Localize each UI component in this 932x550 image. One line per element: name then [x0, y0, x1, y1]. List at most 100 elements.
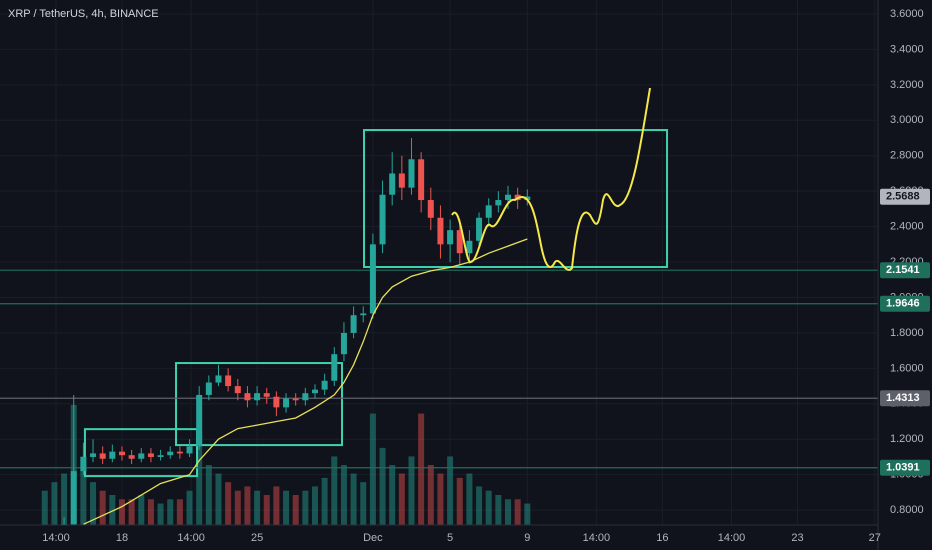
volume-bar — [186, 490, 193, 525]
volume-bar — [524, 503, 531, 525]
candle-body — [215, 375, 222, 383]
candle-body — [340, 332, 347, 355]
price-label: 1.0391 — [886, 462, 920, 474]
volume-bar — [398, 473, 405, 525]
volume-bar — [167, 499, 174, 525]
candle-body — [273, 396, 280, 408]
price-label-box — [880, 188, 930, 205]
candle-body — [360, 313, 367, 316]
candle-body — [398, 173, 405, 188]
candles — [61, 138, 531, 525]
candle-body — [495, 200, 502, 206]
volume-bar — [331, 456, 338, 525]
candle-body — [138, 453, 145, 459]
price-label-box — [880, 295, 930, 312]
candle-body — [109, 451, 116, 459]
candle-body — [485, 205, 492, 218]
candle-body — [456, 230, 463, 254]
candle-body — [302, 393, 309, 401]
candle-body — [186, 446, 193, 454]
moving-average — [83, 238, 528, 525]
volume-bar — [234, 490, 241, 525]
candle-body — [418, 159, 425, 201]
price-label: 1.9646 — [886, 298, 920, 310]
candle-body — [99, 453, 106, 459]
volume-bar — [128, 499, 135, 525]
volume-bar — [157, 503, 164, 525]
volume-bar — [254, 490, 261, 525]
candle-body — [234, 386, 241, 394]
x-tick-label: 16 — [656, 532, 668, 544]
y-tick-label: 0.8000 — [890, 504, 924, 516]
price-label: 1.4313 — [886, 392, 920, 404]
candle-body — [321, 380, 328, 390]
candle-body — [524, 196, 531, 201]
volume-bar — [51, 482, 58, 525]
volume-bar — [389, 465, 396, 525]
x-tick-label: Dec — [363, 532, 383, 544]
candle-body — [283, 398, 290, 408]
x-tick-label: 25 — [251, 532, 263, 544]
volume-bar — [147, 499, 154, 525]
volume-bar — [109, 495, 116, 525]
candle-body — [466, 240, 473, 254]
volume-bar — [80, 456, 87, 525]
candle-body — [505, 194, 512, 201]
volume-bar — [118, 499, 125, 525]
candle-body — [331, 354, 338, 381]
candle-body — [176, 451, 183, 454]
candle-body — [311, 389, 318, 394]
volume-bar — [408, 456, 415, 525]
volume-bar — [456, 477, 463, 525]
x-tick-label: 23 — [791, 532, 803, 544]
volume-bar — [360, 482, 367, 525]
y-tick-label: 1.6000 — [890, 362, 924, 374]
candle-body — [389, 173, 396, 195]
volume-bar — [427, 465, 434, 525]
volume-bar — [244, 486, 251, 525]
volume-bar — [514, 499, 521, 525]
volume-bar — [292, 495, 299, 525]
volume-bar — [485, 490, 492, 525]
candle-body — [292, 398, 299, 401]
price-label-box — [880, 459, 930, 476]
x-tick-label: 27 — [869, 532, 881, 544]
axes: 0.80001.00001.20001.40001.60001.80002.00… — [42, 8, 930, 544]
y-tick-label: 3.6000 — [890, 8, 924, 20]
y-tick-label: 2.4000 — [890, 221, 924, 233]
price-label-box — [880, 262, 930, 279]
x-tick-label: 5 — [447, 532, 453, 544]
volume-bar — [302, 490, 309, 525]
candle-body — [408, 159, 415, 188]
volume — [41, 405, 531, 525]
candle-body — [447, 230, 454, 245]
candle-body — [379, 194, 386, 245]
candle-body — [369, 244, 376, 314]
price-label-box — [880, 390, 930, 407]
volume-bar — [99, 490, 106, 525]
y-tick-label: 1.2000 — [890, 433, 924, 445]
chart-title: XRP / TetherUS, 4h, BINANCE — [8, 8, 159, 20]
y-tick-label: 3.0000 — [890, 114, 924, 126]
grid — [0, 0, 878, 525]
volume-bar — [263, 495, 270, 525]
volume-bar — [447, 456, 454, 525]
volume-bar — [321, 477, 328, 525]
candle-body — [476, 217, 483, 241]
volume-bar — [283, 490, 290, 525]
candle-body — [427, 200, 434, 218]
volume-bar — [369, 413, 376, 525]
volume-bar — [437, 473, 444, 525]
box — [83, 428, 199, 478]
candle-body — [225, 375, 232, 387]
volume-bar — [379, 447, 386, 525]
box — [363, 129, 669, 269]
x-tick-label: 14:00 — [718, 532, 746, 544]
price-label: 2.1541 — [886, 264, 920, 276]
y-tick-label: 3.4000 — [890, 43, 924, 55]
volume-bar — [196, 430, 203, 525]
candle-body — [167, 451, 174, 456]
candle-body — [157, 455, 164, 457]
volume-bar — [205, 465, 212, 525]
